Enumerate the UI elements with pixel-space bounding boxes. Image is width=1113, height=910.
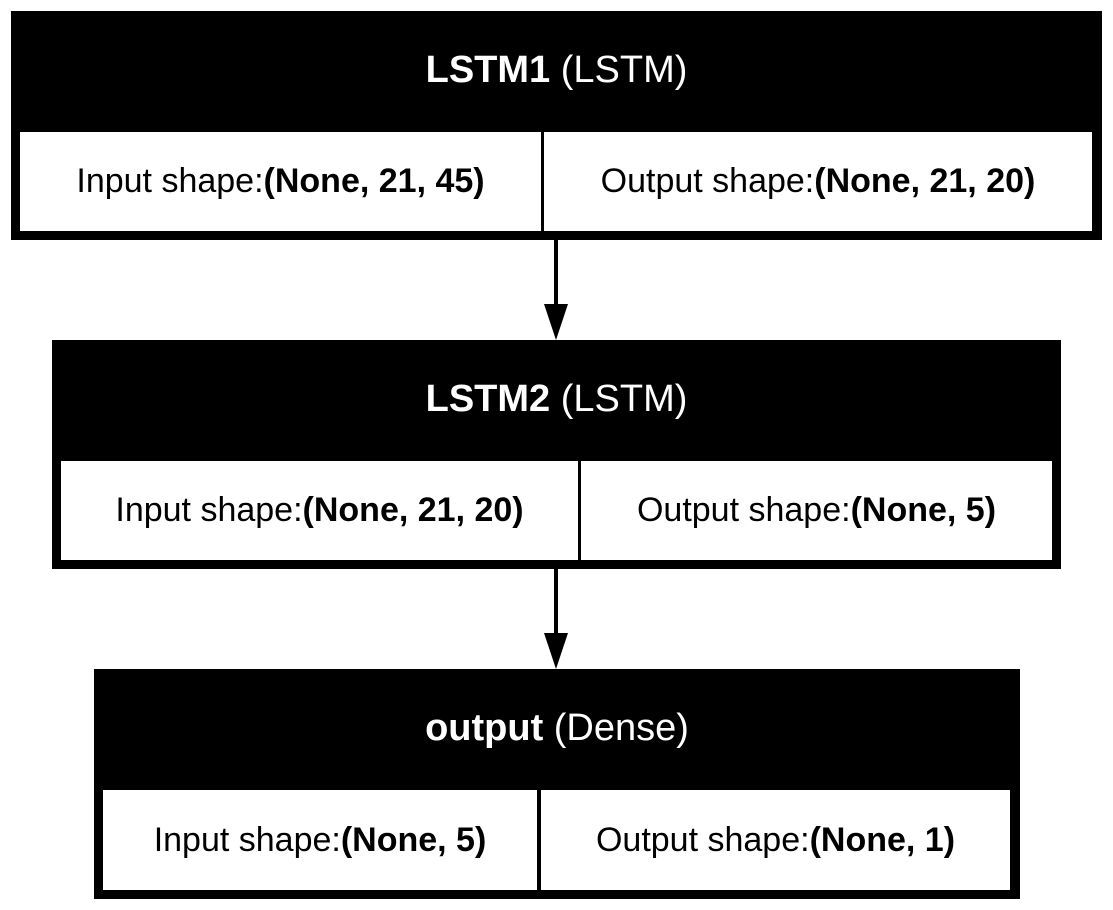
edge-lstm1-to-lstm2 bbox=[544, 240, 568, 340]
output-shape-cell: Output shape: (None, 5) bbox=[581, 461, 1052, 560]
layer-name: LSTM1 bbox=[425, 48, 551, 91]
input-shape-cell: Input shape: (None, 21, 45) bbox=[20, 132, 541, 231]
arrowhead-icon bbox=[544, 633, 568, 669]
input-shape-label: Input shape: bbox=[76, 162, 264, 200]
input-shape-value: (None, 5) bbox=[340, 820, 487, 859]
input-shape-value: (None, 21, 45) bbox=[263, 162, 485, 200]
input-shape-cell: Input shape: (None, 5) bbox=[103, 790, 537, 890]
layer-type: (LSTM) bbox=[560, 48, 688, 91]
layer-name: output bbox=[425, 706, 544, 749]
layer-node-lstm2: LSTM2 (LSTM) Input shape: (None, 21, 20)… bbox=[52, 340, 1061, 569]
layer-type: (LSTM) bbox=[560, 377, 688, 420]
arrowhead-icon bbox=[544, 304, 568, 340]
output-shape-label: Output shape: bbox=[600, 162, 815, 200]
layer-header: LSTM1 (LSTM) bbox=[11, 11, 1102, 129]
layer-node-lstm1: LSTM1 (LSTM) Input shape: (None, 21, 45)… bbox=[11, 11, 1102, 240]
layer-header: LSTM2 (LSTM) bbox=[52, 340, 1061, 458]
layer-header: output (Dense) bbox=[94, 669, 1020, 787]
input-shape-cell: Input shape: (None, 21, 20) bbox=[61, 461, 578, 560]
layer-node-output: output (Dense) Input shape: (None, 5) Ou… bbox=[94, 669, 1020, 899]
output-shape-value: (None, 21, 20) bbox=[814, 162, 1036, 200]
output-shape-value: (None, 5) bbox=[850, 491, 997, 529]
output-shape-cell: Output shape: (None, 1) bbox=[541, 790, 1010, 890]
input-shape-value: (None, 21, 20) bbox=[302, 491, 524, 529]
output-shape-value: (None, 1) bbox=[809, 820, 956, 859]
input-shape-label: Input shape: bbox=[153, 820, 341, 859]
layer-type: (Dense) bbox=[553, 706, 689, 749]
input-shape-label: Input shape: bbox=[115, 491, 303, 529]
output-shape-label: Output shape: bbox=[636, 491, 851, 529]
layer-name: LSTM2 bbox=[425, 377, 551, 420]
edge-lstm2-to-output bbox=[544, 569, 568, 669]
output-shape-cell: Output shape: (None, 21, 20) bbox=[544, 132, 1092, 231]
output-shape-label: Output shape: bbox=[595, 820, 810, 859]
